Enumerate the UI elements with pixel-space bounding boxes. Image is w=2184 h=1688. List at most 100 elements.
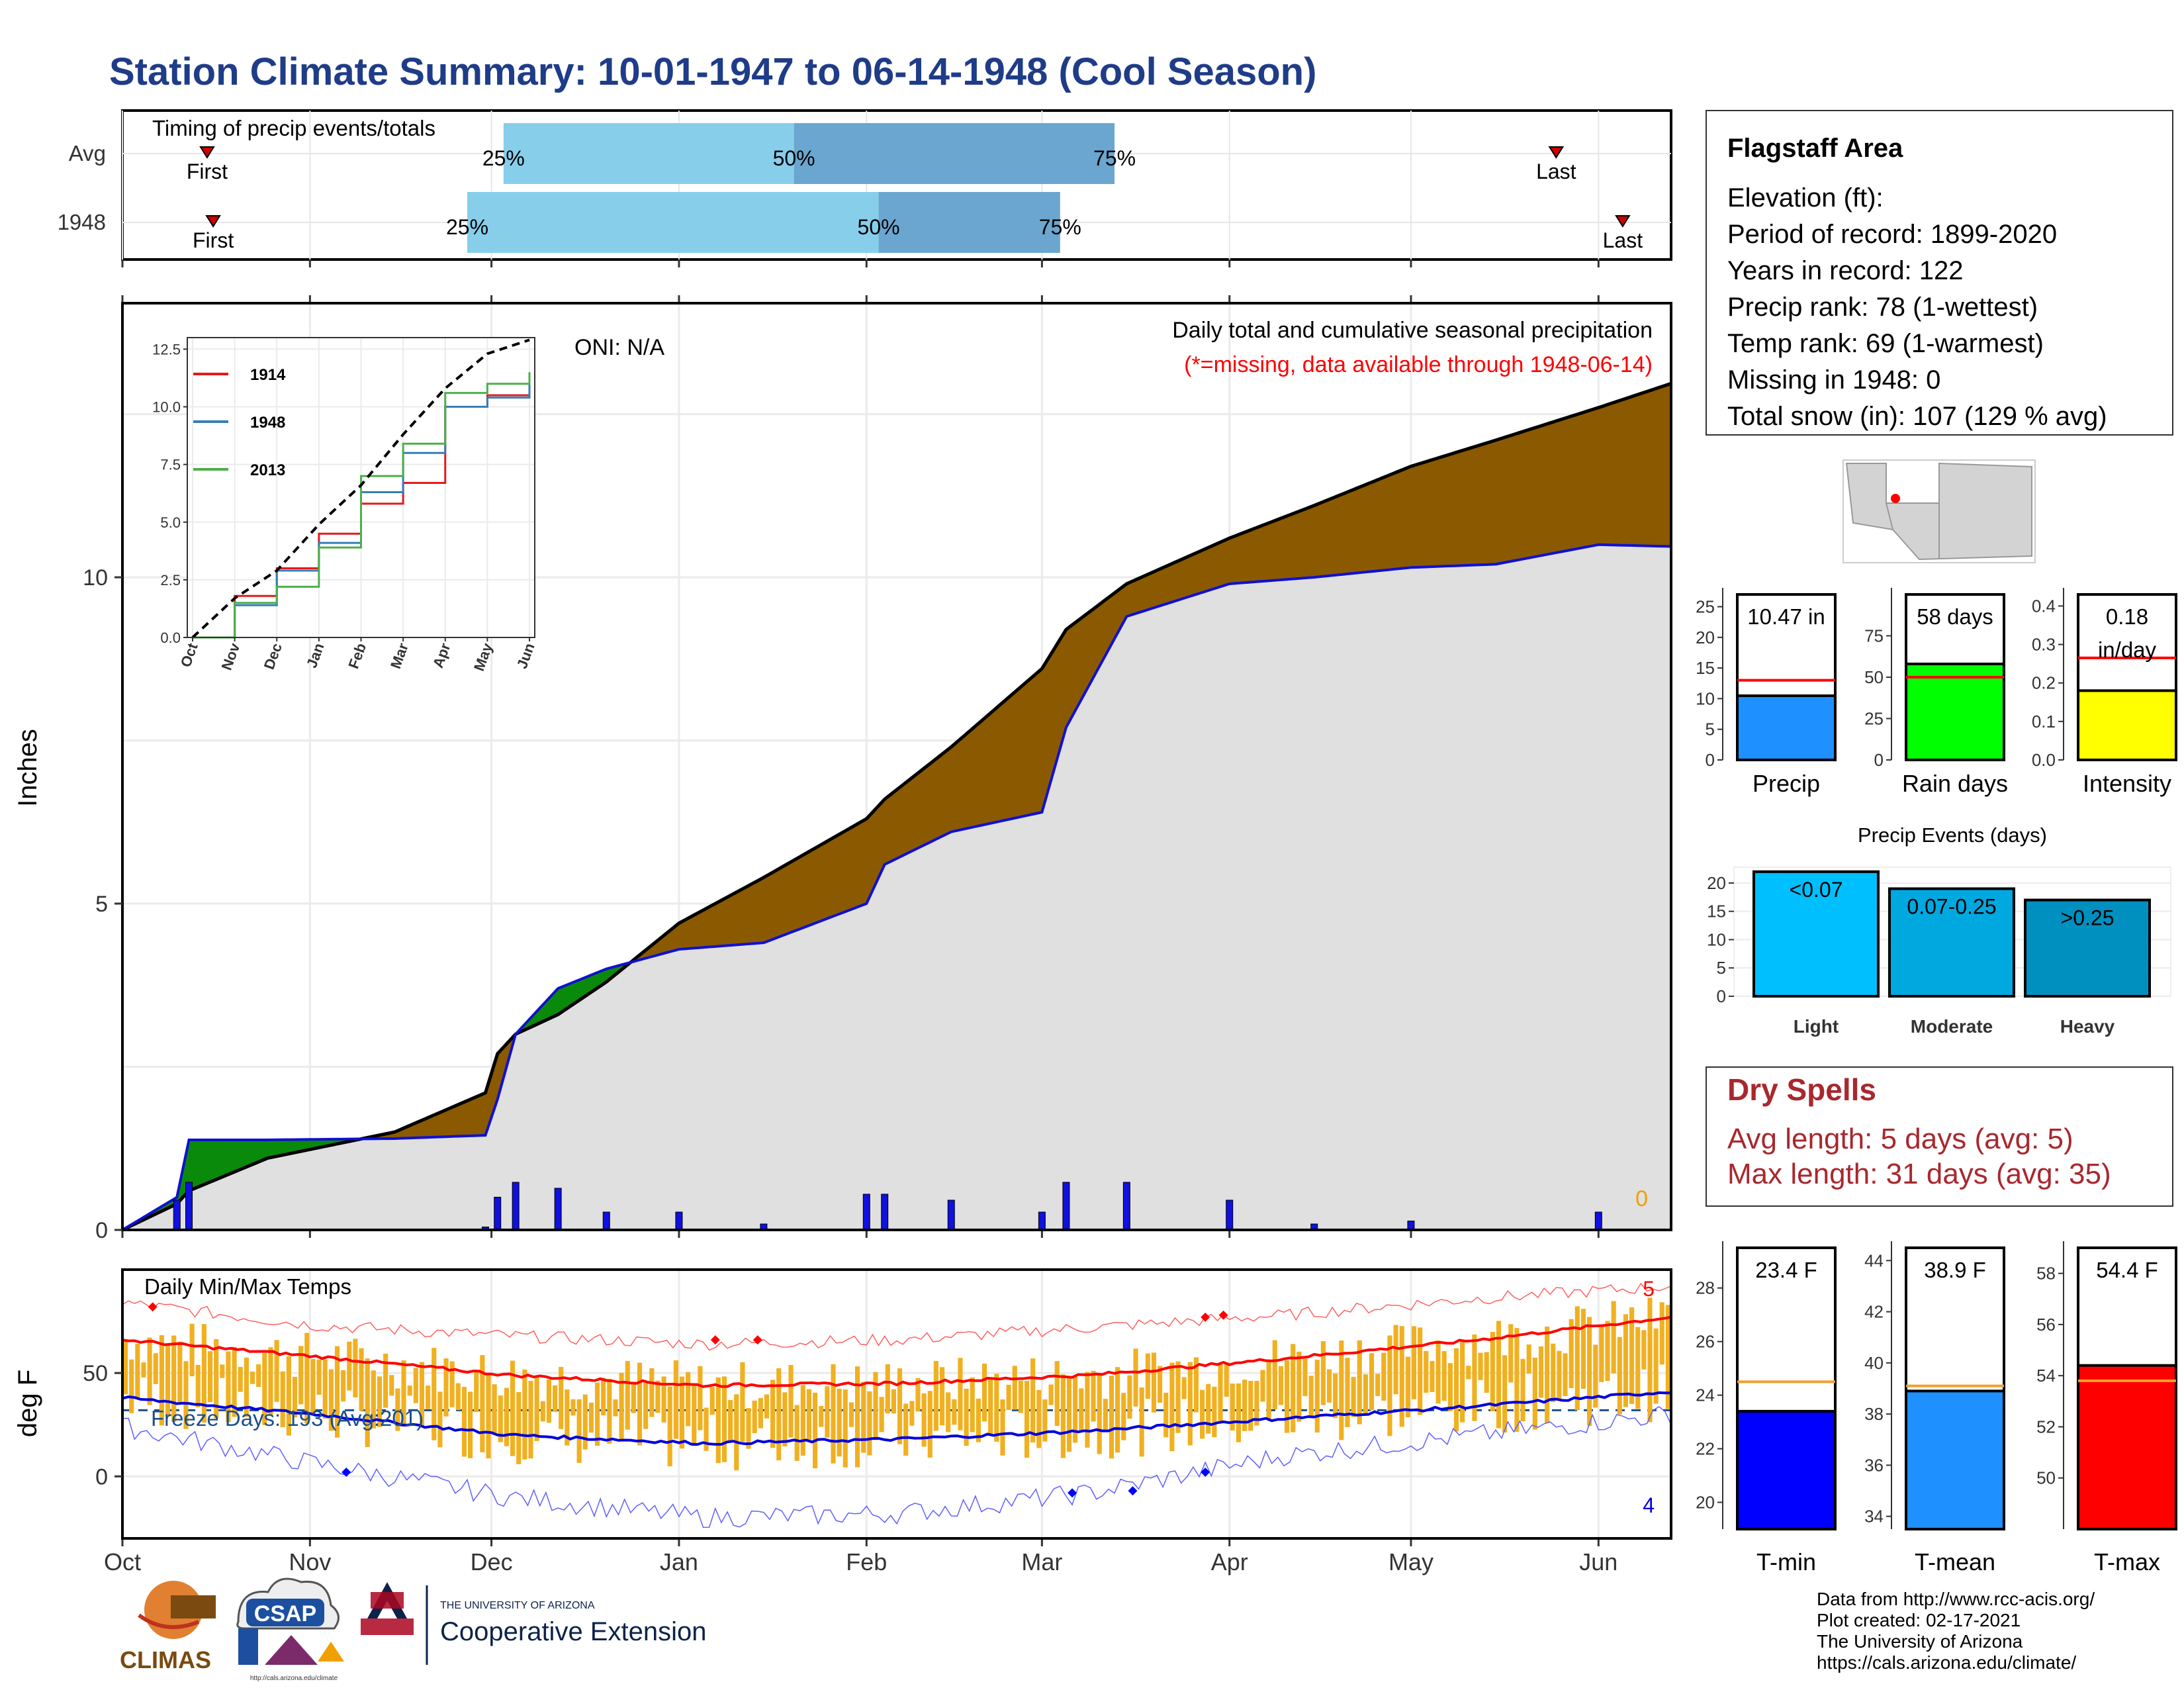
daily-precip-bar bbox=[1594, 1211, 1602, 1231]
deficit-area bbox=[1422, 460, 1430, 568]
deficit-area bbox=[1150, 569, 1158, 610]
daily-temp-bar bbox=[383, 1353, 388, 1408]
deficit-area bbox=[1229, 535, 1236, 585]
deficit-area bbox=[1616, 399, 1623, 546]
daily-temp-bar bbox=[1073, 1376, 1078, 1443]
daily-temp-bar bbox=[1218, 1364, 1223, 1421]
daily-temp-bar bbox=[891, 1389, 896, 1414]
deficit-area bbox=[908, 774, 915, 853]
daily-temp-bar bbox=[921, 1393, 927, 1447]
deficit-area bbox=[1338, 492, 1345, 575]
precip-events-bar-label: <0.07 bbox=[1790, 878, 1843, 902]
inset-line-2013 bbox=[193, 372, 531, 639]
deficit-area bbox=[1017, 683, 1024, 818]
month-tick-label: Oct bbox=[104, 1548, 141, 1575]
daily-temp-bar bbox=[1587, 1317, 1592, 1427]
deficit-area bbox=[1216, 540, 1224, 588]
record-min-marker bbox=[1068, 1488, 1077, 1498]
deficit-area bbox=[1447, 453, 1454, 567]
deficit-area bbox=[842, 828, 849, 914]
temp-summary-tick: 40 bbox=[1864, 1353, 1884, 1373]
precip-y-label: Inches bbox=[13, 729, 42, 807]
month-tick-label: Nov bbox=[289, 1548, 331, 1575]
daily-temp-bar bbox=[141, 1362, 146, 1378]
deficit-area bbox=[733, 890, 740, 946]
deficit-area bbox=[727, 893, 734, 946]
timing-last-marker bbox=[1615, 215, 1631, 228]
precip-events-bar-Light bbox=[1752, 870, 1880, 998]
record-min-line bbox=[122, 1406, 1672, 1528]
timing-first-label: First bbox=[187, 160, 228, 183]
daily-temp-bar bbox=[1538, 1346, 1544, 1398]
daily-temp-bar bbox=[1297, 1351, 1302, 1422]
daily-temp-bar bbox=[848, 1402, 854, 1427]
daily-temp-bar bbox=[770, 1380, 776, 1448]
temp-summary-tick: 54 bbox=[2036, 1366, 2056, 1385]
inset-legend-label: 2013 bbox=[250, 461, 285, 479]
summary-bar-tick: 0.0 bbox=[2032, 750, 2056, 770]
daily-temp-bar bbox=[1369, 1353, 1375, 1411]
deficit-area bbox=[999, 699, 1007, 822]
daily-temp-bar bbox=[1545, 1327, 1550, 1423]
deficit-area bbox=[739, 886, 746, 945]
daily-precip-bar bbox=[1038, 1211, 1046, 1231]
deficit-area bbox=[1598, 405, 1605, 545]
daily-temp-bar bbox=[842, 1389, 848, 1468]
daily-temp-bar bbox=[298, 1346, 304, 1405]
inset-line-Average bbox=[191, 338, 530, 639]
daily-temp-bar bbox=[1345, 1358, 1350, 1427]
daily-temp-bar bbox=[1333, 1374, 1338, 1419]
inset-y-tick-label: 2.5 bbox=[160, 572, 181, 588]
daily-temp-bar bbox=[1580, 1309, 1586, 1389]
deficit-area bbox=[769, 870, 776, 941]
daily-temp-bar bbox=[1502, 1355, 1508, 1432]
daily-temp-bar bbox=[280, 1371, 285, 1428]
station-line: Elevation (ft): bbox=[1727, 183, 1884, 212]
daily-temp-bar bbox=[958, 1358, 963, 1430]
timing-pct-label: 75% bbox=[1093, 146, 1136, 170]
daily-temp-bar bbox=[226, 1351, 231, 1423]
deficit-area bbox=[763, 873, 770, 943]
daily-temp-bar bbox=[746, 1408, 751, 1449]
daily-temp-bar bbox=[939, 1367, 945, 1426]
timing-pct-label: 50% bbox=[858, 215, 900, 239]
surplus-area bbox=[267, 1139, 275, 1159]
daily-temp-bar bbox=[1478, 1352, 1483, 1380]
surplus-area bbox=[243, 1139, 250, 1169]
deficit-area bbox=[1168, 561, 1175, 604]
daily-temp-bar bbox=[310, 1359, 316, 1415]
daily-temp-bar bbox=[147, 1337, 152, 1405]
daily-temp-bar bbox=[1242, 1380, 1248, 1431]
daily-temp-bar bbox=[552, 1385, 558, 1412]
university-logo: THE UNIVERSITY OF ARIZONA Cooperative Ex… bbox=[361, 1582, 706, 1665]
daily-temp-bar bbox=[1363, 1374, 1368, 1414]
footer-credits: Data from http://www.rcc-acis.org/ Plot … bbox=[1817, 1589, 2095, 1673]
precip-events-tick: 15 bbox=[1707, 902, 1726, 921]
summary-bar-tick: 0.4 bbox=[2032, 596, 2056, 616]
daily-temp-bar bbox=[1605, 1321, 1610, 1382]
deficit-area bbox=[684, 915, 692, 949]
daily-temp-bar bbox=[1520, 1358, 1525, 1422]
daily-precip-bar bbox=[1122, 1182, 1130, 1231]
oni-label: ONI: N/A bbox=[574, 335, 664, 360]
summary-bar-charts: 10.47 in 0 5 10 15 20 25 Precip 58 days 0 25 50 75 Ra… bbox=[1696, 588, 2177, 797]
deficit-area bbox=[1568, 414, 1575, 551]
daily-temp-bar bbox=[165, 1343, 171, 1417]
daily-temp-bar bbox=[238, 1366, 243, 1392]
daily-temp-bar bbox=[177, 1341, 183, 1403]
deficit-area bbox=[1653, 387, 1660, 547]
timing-first-label: First bbox=[193, 228, 234, 252]
daily-temp-bar bbox=[1066, 1378, 1072, 1452]
daily-temp-bar bbox=[1453, 1348, 1459, 1432]
daily-temp-bar bbox=[1260, 1370, 1265, 1402]
daily-temp-bar bbox=[1447, 1363, 1453, 1411]
daily-temp-bar bbox=[782, 1392, 788, 1447]
daily-temp-bar bbox=[625, 1361, 630, 1430]
daily-temp-bar bbox=[1224, 1362, 1229, 1397]
deficit-area bbox=[933, 755, 940, 841]
temp-y-tick-label: 0 bbox=[95, 1464, 108, 1489]
temp-summary-bar-T-max bbox=[2077, 1364, 2177, 1531]
daily-temp-bar bbox=[758, 1398, 763, 1429]
daily-temp-bar bbox=[1551, 1343, 1556, 1403]
daily-temp-bar bbox=[861, 1382, 866, 1453]
